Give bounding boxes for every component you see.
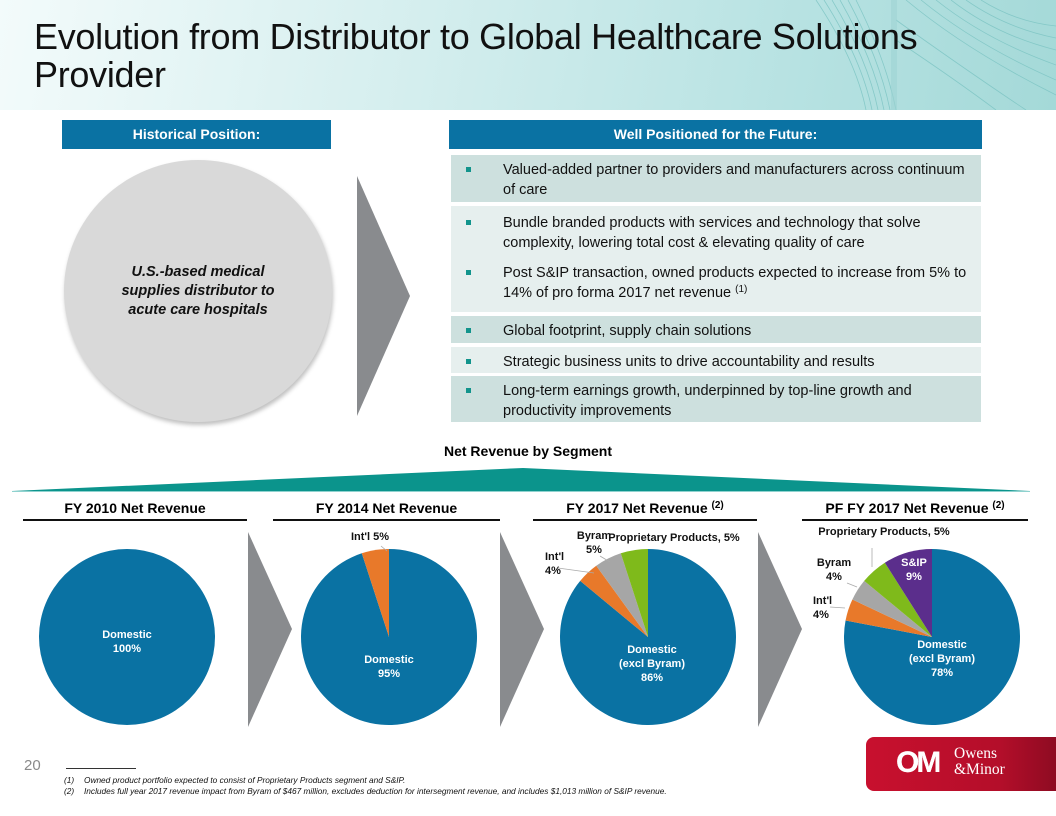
bullet-item: Bundle branded products with services an… — [466, 214, 971, 253]
pie-slice-proprietary-products — [864, 562, 932, 637]
chevron-arrow-icon — [758, 532, 802, 727]
historical-position-header: Historical Position: — [62, 120, 331, 149]
logo-mark: OM — [896, 746, 941, 779]
bullet-text: Long-term earnings growth, underpinned b… — [503, 383, 912, 419]
owens-minor-logo: OM Owens &Minor — [866, 737, 1056, 791]
chevron-arrow-icon — [357, 176, 410, 416]
data-label-int-l: Int'l 4% — [813, 595, 832, 621]
bullet-text: Bundle branded products with services an… — [503, 215, 921, 251]
footnote-text: Includes full year 2017 revenue impact f… — [84, 786, 667, 796]
chart-title-fy2010: FY 2010 Net Revenue — [23, 500, 247, 521]
footnote-number: (1) — [64, 775, 75, 785]
chart-title-text: FY 2017 Net Revenue — [566, 500, 708, 516]
bullet-text: Valued-added partner to providers and ma… — [503, 162, 965, 198]
bullet-group: Global footprint, supply chain solutions — [451, 316, 981, 343]
data-label-int-l: Int'l 4% — [545, 551, 564, 577]
leader-line — [846, 582, 858, 588]
chart-title-text: FY 2014 Net Revenue — [315, 500, 458, 516]
bullet-item: Post S&IP transaction, owned products ex… — [466, 264, 971, 303]
pie-slice-proprietary-products — [620, 549, 648, 637]
pie-chart-1: Domestic 100% — [39, 549, 215, 725]
bullet-group: Valued-added partner to providers and ma… — [451, 155, 981, 202]
data-label-domestic: Domestic 95% — [364, 654, 414, 680]
future-position-header: Well Positioned for the Future: — [449, 120, 982, 149]
segment-wedge-divider — [12, 468, 1030, 492]
chart-title-pf-fy2017: PF FY 2017 Net Revenue (2) — [802, 500, 1028, 521]
leader-line — [599, 555, 611, 563]
page-title: Evolution from Distributor to Global Hea… — [34, 16, 918, 95]
pie-chart-3: Domestic (excl Byram) 86% Int'l 4% Byram 5%Pro… — [545, 530, 740, 726]
bullet-group: Long-term earnings growth, underpinned b… — [451, 376, 981, 422]
logo-line-1: Owens — [954, 745, 998, 762]
chart-title-fy2017: FY 2017 Net Revenue (2) — [533, 500, 757, 521]
pie-slice-domestic — [39, 549, 215, 725]
data-label-domestic: Domestic 100% — [102, 629, 152, 655]
chevron-arrow-icon — [500, 532, 544, 727]
pie-slice-int-l — [580, 565, 648, 637]
chevron-arrow-icon — [248, 532, 292, 727]
data-label-domestic-excl-byram: Domestic (excl Byram) 78% — [909, 639, 975, 679]
banner-decoration — [815, 0, 1056, 110]
historical-description: U.S.-based medical supplies distributor … — [121, 263, 275, 318]
footnote-1: (1) Owned product portfolio expected to c… — [64, 775, 405, 785]
footnote-ref: (2) — [992, 500, 1005, 511]
title-banner: Evolution from Distributor to Global Hea… — [0, 0, 1056, 110]
footnote-ref: (1) — [735, 283, 748, 295]
footnote-ref: (2) — [711, 500, 724, 511]
logo-wordmark: Owens &Minor — [954, 746, 1005, 778]
bullet-item: Global footprint, supply chain solutions — [466, 322, 971, 342]
bullet-text: Strategic business units to drive accoun… — [503, 354, 875, 370]
pie-slice-byram — [852, 580, 932, 637]
chart-title-text: FY 2010 Net Revenue — [64, 500, 206, 516]
pie-slice-domestic — [301, 549, 478, 726]
data-label-byram: Byram 5% — [577, 530, 611, 556]
bullet-item: Valued-added partner to providers and ma… — [466, 161, 971, 200]
historical-position-circle: U.S.-based medical supplies distributor … — [64, 160, 332, 422]
data-label-s-ip: S&IP 9% — [901, 557, 927, 583]
pie-slice-int-l — [361, 549, 389, 637]
footnote-rule — [66, 768, 136, 769]
square-bullet-icon — [466, 167, 471, 172]
square-bullet-icon — [466, 220, 471, 225]
leader-line — [380, 545, 388, 552]
pie-chart-2: Domestic 95% Int'l 5% — [301, 531, 478, 726]
chart-title-text: PF FY 2017 Net Revenue — [825, 500, 989, 516]
data-label-domestic-excl-byram: Domestic (excl Byram) 86% — [619, 644, 685, 684]
leader-line — [557, 567, 595, 574]
logo-line-2: &Minor — [954, 761, 1005, 778]
square-bullet-icon — [466, 270, 471, 275]
pie-slice-s-ip — [884, 549, 932, 637]
data-label-int-l: Int'l 5% — [351, 531, 389, 543]
data-label-byram: Byram 4% — [817, 557, 851, 583]
bullet-group: Bundle branded products with services an… — [451, 206, 981, 312]
square-bullet-icon — [466, 328, 471, 333]
footnote-number: (2) — [64, 786, 75, 796]
pie-slice-int-l — [845, 599, 932, 637]
bullet-item: Long-term earnings growth, underpinned b… — [466, 382, 971, 421]
chart-title-fy2014: FY 2014 Net Revenue — [273, 500, 500, 521]
segment-section-title: Net Revenue by Segment — [443, 443, 613, 459]
bullet-group: Strategic business units to drive accoun… — [451, 347, 981, 373]
data-label-proprietary-products: Proprietary Products, 5% — [818, 526, 950, 538]
leader-line — [829, 606, 846, 609]
data-label-proprietary-products: Proprietary Products, 5% — [608, 532, 740, 544]
bullet-text: Global footprint, supply chain solutions — [503, 323, 752, 339]
pie-chart-4: Domestic (excl Byram) 78% Int'l 4% Byram 4% Pro… — [813, 526, 1020, 726]
page-number: 20 — [24, 757, 41, 774]
footnote-2: (2) Includes full year 2017 revenue impac… — [64, 786, 667, 796]
square-bullet-icon — [466, 359, 471, 364]
footnote-text: Owned product portfolio expected to cons… — [84, 775, 406, 785]
square-bullet-icon — [466, 388, 471, 393]
bullet-text: Post S&IP transaction, owned products ex… — [503, 265, 967, 301]
pie-slice-byram — [596, 553, 648, 637]
bullet-item: Strategic business units to drive accoun… — [466, 353, 971, 373]
